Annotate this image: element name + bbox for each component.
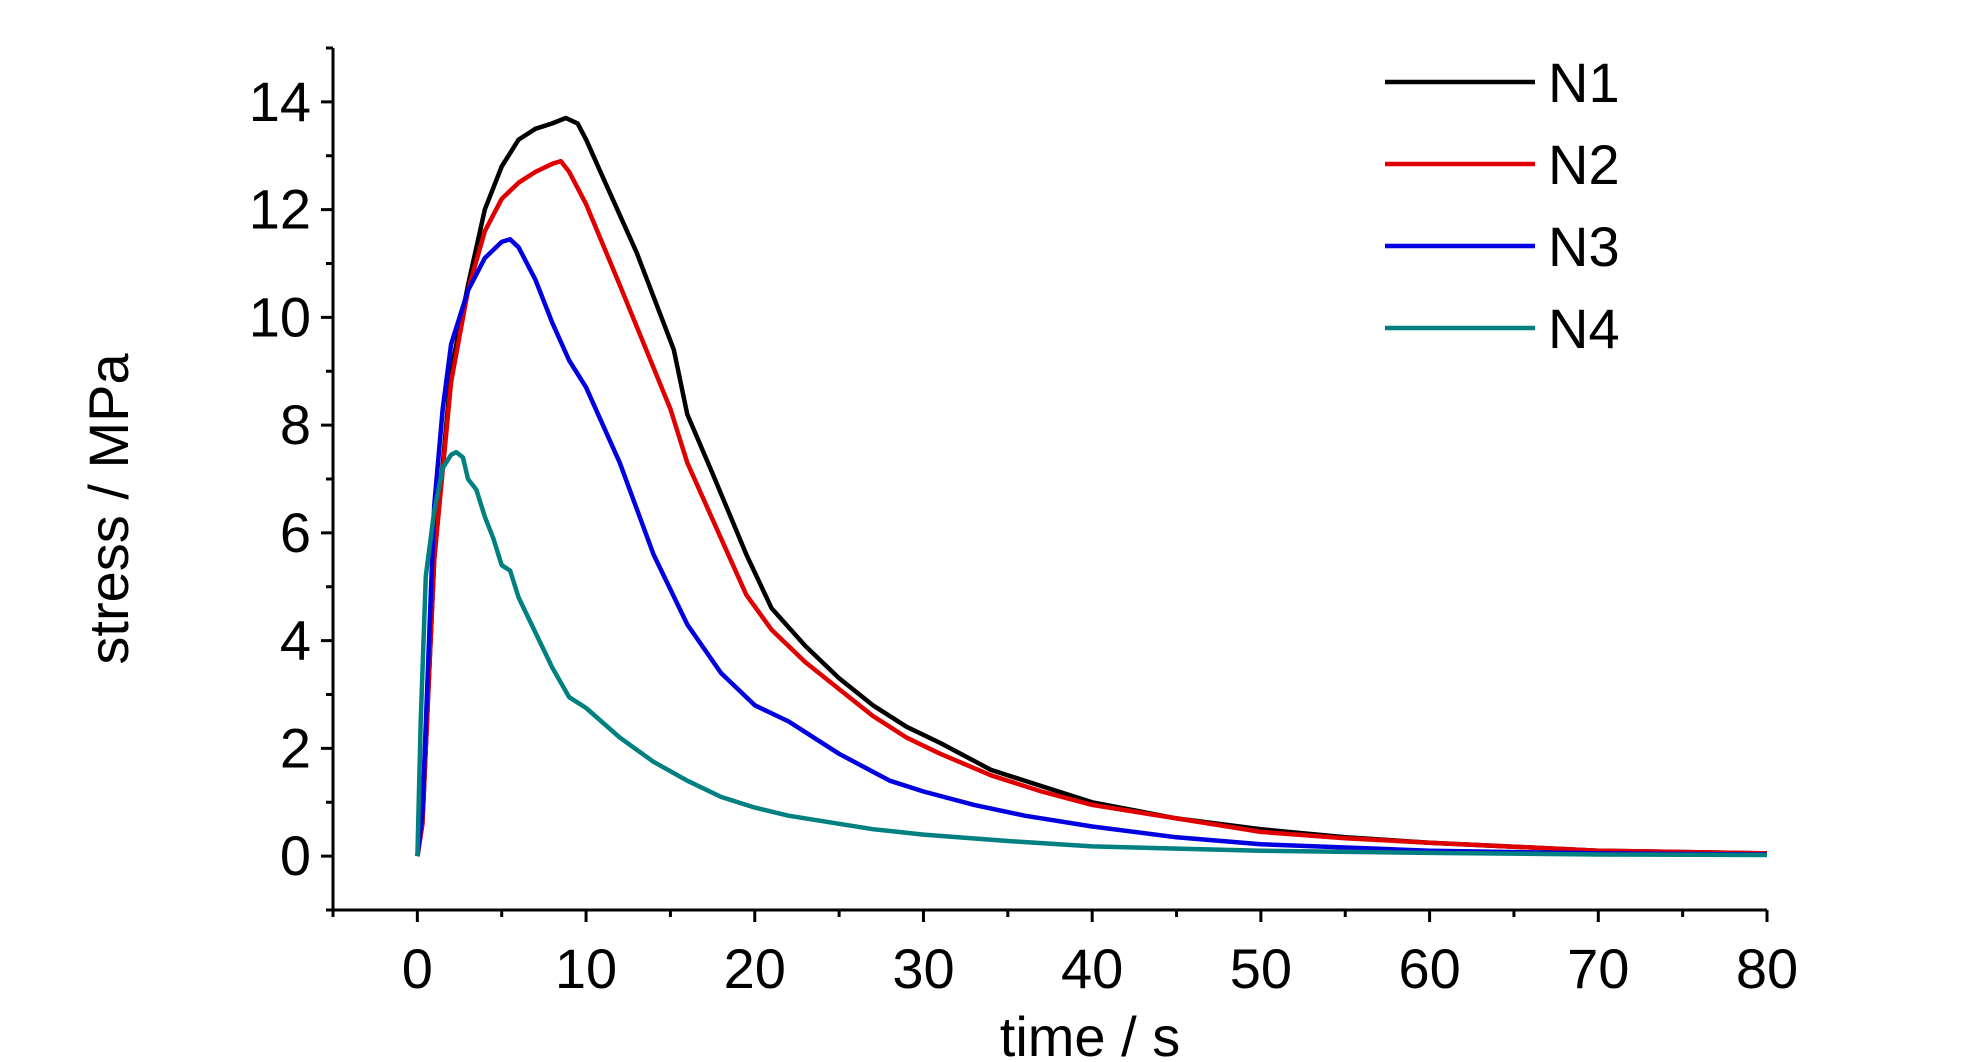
x-tick-label: 50 <box>1230 937 1292 1000</box>
y-tick-label: 12 <box>249 178 311 241</box>
x-tick-label: 0 <box>402 937 433 1000</box>
x-tick-label: 20 <box>724 937 786 1000</box>
y-tick-label: 2 <box>280 716 311 779</box>
x-axis-title: time / s <box>1000 1005 1180 1062</box>
legend-label-n3: N3 <box>1548 215 1620 278</box>
y-tick-label: 4 <box>280 609 311 672</box>
legend-label-n1: N1 <box>1548 51 1620 114</box>
series-line-n3 <box>415 237 1768 857</box>
x-tick-label: 30 <box>892 937 954 1000</box>
legend: N1 N2 N3 N4 <box>1385 51 1620 360</box>
y-axis-title: stress / MPa <box>77 353 140 665</box>
y-tick-label: 0 <box>280 824 311 887</box>
series-line-n4 <box>415 449 1768 858</box>
y-tick-label: 8 <box>280 393 311 456</box>
x-tick-label: 70 <box>1567 937 1629 1000</box>
series-line-n2 <box>415 158 1768 857</box>
x-tick-label: 10 <box>555 937 617 1000</box>
x-tick-label: 60 <box>1398 937 1460 1000</box>
y-tick-label: 10 <box>249 285 311 348</box>
y-tick-label: 6 <box>280 501 311 564</box>
y-tick-label: 14 <box>249 70 311 133</box>
axes: 0 10 20 30 40 50 60 70 80 0 2 4 6 8 10 12 14 <box>249 46 1798 1000</box>
legend-label-n4: N4 <box>1548 297 1620 360</box>
x-tick-label: 80 <box>1736 937 1798 1000</box>
x-tick-label: 40 <box>1061 937 1123 1000</box>
legend-label-n2: N2 <box>1548 133 1620 196</box>
series-layer <box>415 115 1768 858</box>
